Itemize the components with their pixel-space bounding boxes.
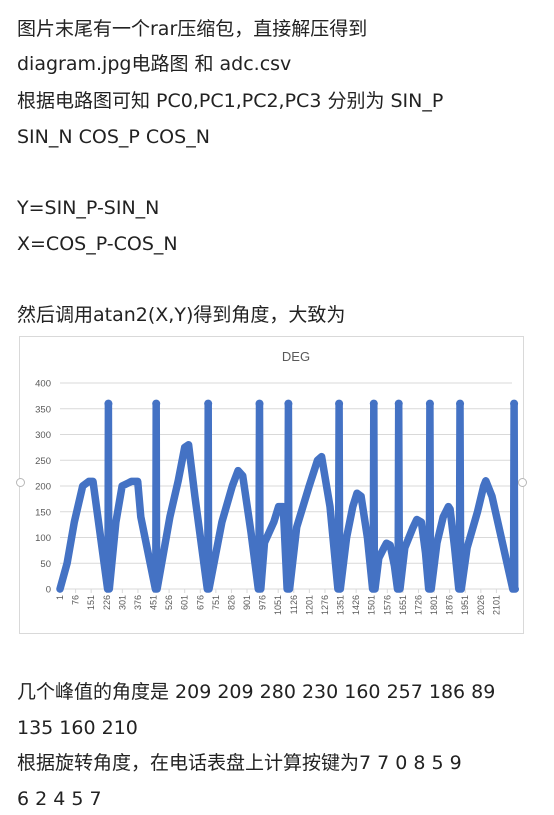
- x-tick-label: 601: [180, 595, 190, 610]
- x-tick-label: 1876: [445, 595, 455, 615]
- x-tick-label: 676: [195, 595, 205, 610]
- x-tick-label: 226: [102, 595, 112, 610]
- x-tick-label: 1: [55, 595, 65, 600]
- data-point: [369, 399, 378, 408]
- x-tick-label: 451: [149, 595, 159, 610]
- text-line-2: diagram.jpg电路图 和 adc.csv: [17, 53, 292, 75]
- y-tick-label: 250: [35, 456, 51, 467]
- x-tick-label: 376: [133, 595, 143, 610]
- text-line-3: 根据电路图可知 PC0,PC1,PC2,PC3 分别为 SIN_P: [17, 90, 444, 112]
- text-line-9: 135 160 210: [17, 717, 138, 739]
- x-tick-label: 1501: [367, 595, 377, 615]
- data-point: [152, 399, 161, 408]
- resize-handle-right[interactable]: [518, 478, 527, 487]
- resize-handle-left[interactable]: [16, 478, 25, 487]
- y-tick-label: 100: [35, 533, 51, 544]
- text-line-11: 6 2 4 5 7: [17, 788, 102, 810]
- x-tick-label: 1201: [304, 595, 314, 615]
- y-tick-label: 350: [35, 404, 51, 415]
- x-tick-label: 901: [242, 595, 252, 610]
- text-line-5: Y=SIN_P-SIN_N: [17, 197, 160, 219]
- x-tick-label: 2026: [476, 595, 486, 615]
- y-tick-label: 300: [35, 430, 51, 441]
- y-tick-label: 200: [35, 482, 51, 493]
- x-tick-label: 1651: [398, 595, 408, 615]
- text-line-6: X=COS_P-COS_N: [17, 233, 178, 255]
- x-tick-label: 76: [71, 595, 81, 605]
- text-line-1: 图片末尾有一个rar压缩包，直接解压得到: [17, 18, 368, 40]
- chart-canvas: DEG 0 50 100 150 200 250 300 350 400 1 76 151 226 301 3…: [35, 349, 520, 615]
- deg-chart: DEG 0 50 100 150 200 250 300 350 400 1 76 151 226 301 3…: [19, 336, 524, 634]
- data-point: [456, 399, 465, 408]
- text-line-8: 几个峰值的角度是 209 209 280 230 160 257 186 89: [17, 681, 496, 703]
- x-tick-label: 1351: [336, 595, 346, 615]
- data-point: [284, 399, 293, 408]
- x-tick-label: 1126: [289, 595, 299, 614]
- x-tick-label: 1726: [413, 595, 423, 615]
- x-tick-label: 1276: [320, 595, 330, 615]
- y-tick-label: 50: [40, 559, 51, 570]
- x-tick-label: 1576: [382, 595, 392, 615]
- data-point: [204, 399, 213, 408]
- x-tick-label: 826: [226, 595, 236, 610]
- x-tick-label: 2101: [491, 595, 501, 615]
- x-tick-label: 1951: [460, 595, 470, 615]
- x-tick-label: 301: [117, 595, 127, 610]
- x-tick-label: 526: [164, 595, 174, 610]
- y-tick-label: 400: [35, 379, 51, 390]
- data-point: [510, 399, 519, 408]
- text-line-7: 然后调用atan2(X,Y)得到角度，大致为: [17, 304, 346, 326]
- x-tick-label: 976: [258, 595, 268, 610]
- x-tick-label: 751: [211, 595, 221, 610]
- y-tick-label: 0: [46, 585, 51, 596]
- data-point: [394, 399, 403, 408]
- data-point: [335, 399, 344, 408]
- text-line-4: SIN_N COS_P COS_N: [17, 126, 210, 148]
- x-tick-label: 1426: [351, 595, 361, 615]
- x-tick-label: 1051: [273, 595, 283, 615]
- data-point: [255, 399, 264, 408]
- data-point: [104, 399, 113, 408]
- data-point: [425, 399, 434, 408]
- text-line-10: 根据旋转角度，在电话表盘上计算按键为7 7 0 8 5 9: [17, 752, 462, 774]
- x-tick-label: 151: [86, 595, 96, 610]
- y-tick-label: 150: [35, 507, 51, 518]
- chart-title: DEG: [282, 349, 310, 364]
- x-tick-label: 1801: [429, 595, 439, 615]
